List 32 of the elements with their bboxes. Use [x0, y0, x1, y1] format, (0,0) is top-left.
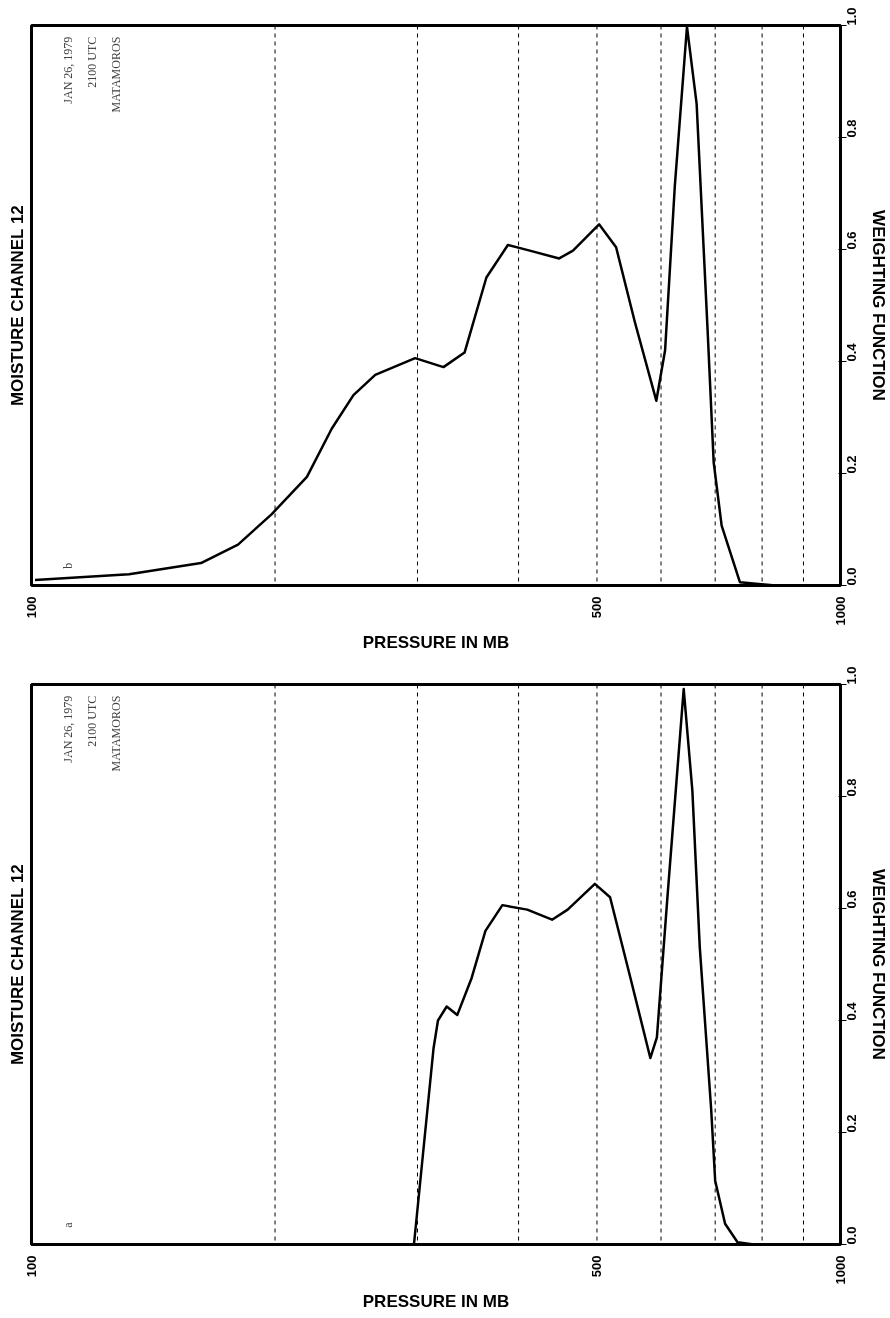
- y-tick-label: 0.6: [844, 231, 859, 250]
- y-tick-label: 1.0: [844, 7, 859, 26]
- annotation: b: [60, 562, 75, 569]
- y-tick-label: 0.8: [844, 778, 859, 797]
- y-tick-label: 0.0: [844, 567, 859, 586]
- y-tick-label: 0.8: [844, 119, 859, 138]
- y-tick-label: 0.0: [844, 1226, 859, 1245]
- x-tick-label: 1000: [833, 1255, 848, 1285]
- annotation: 2100 UTC: [85, 36, 100, 88]
- annotation: 2100 UTC: [85, 695, 100, 747]
- y-tick-label: 0.6: [844, 890, 859, 909]
- y-tick-label: 0.4: [844, 342, 859, 362]
- x-axis-title: PRESSURE IN MB: [362, 633, 510, 653]
- annotation: MATAMOROS: [109, 36, 124, 113]
- y-axis-title: WEIGHTING FUNCTION: [868, 210, 888, 401]
- annotation: a: [60, 1221, 75, 1228]
- x-tick-label: 100: [24, 1255, 39, 1278]
- annotation: JAN 26, 1979: [60, 36, 75, 104]
- annotation: MATAMOROS: [109, 695, 124, 772]
- x-tick-label: 100: [24, 596, 39, 619]
- y-tick-label: 0.4: [844, 1001, 859, 1021]
- text: MOISTURE CHANNEL 12: [7, 205, 27, 407]
- text: MOISTURE CHANNEL 12: [7, 864, 27, 1066]
- y-tick-label: 0.2: [844, 1114, 859, 1133]
- x-tick-label: 500: [589, 1255, 605, 1278]
- x-tick-label: 500: [589, 596, 605, 619]
- y-axis-title: WEIGHTING FUNCTION: [868, 869, 888, 1060]
- y-tick-label: 1.0: [844, 666, 859, 685]
- y-tick-label: 0.2: [844, 455, 859, 474]
- x-tick-label: 1000: [833, 596, 848, 626]
- x-axis-title: PRESSURE IN MB: [362, 1292, 510, 1312]
- annotation: JAN 26, 1979: [60, 695, 75, 763]
